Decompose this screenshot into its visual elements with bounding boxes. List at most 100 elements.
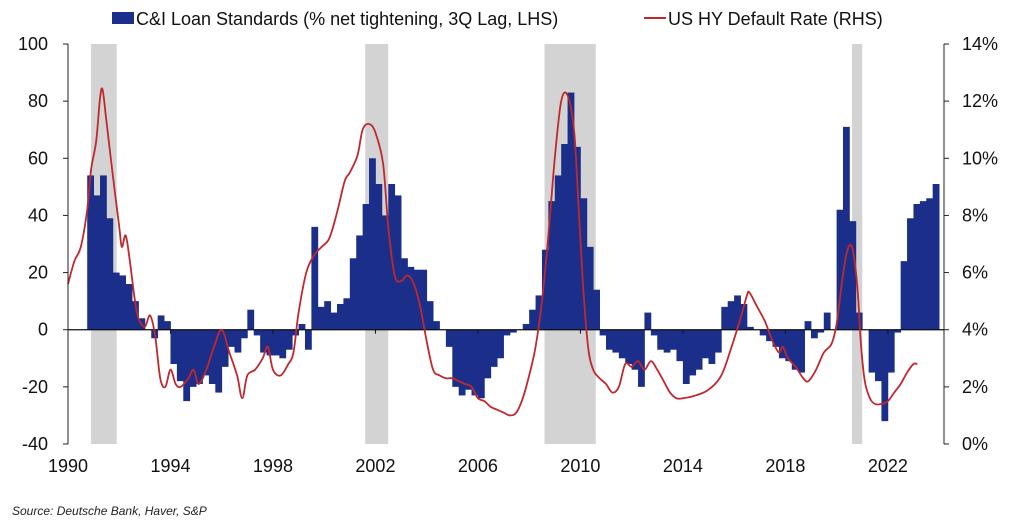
source-note: Source: Deutsche Bank, Haver, S&P [12, 504, 207, 518]
bar [586, 246, 594, 330]
x-tick-label: 2018 [765, 456, 805, 476]
bar [413, 269, 421, 330]
bar [452, 329, 460, 387]
bar [285, 329, 293, 350]
bar [900, 261, 908, 330]
bar [631, 329, 639, 370]
legend-line-label: US HY Default Rate (RHS) [668, 9, 883, 29]
x-tick-label: 2002 [355, 456, 395, 476]
bar [208, 329, 216, 384]
bar [618, 329, 626, 359]
bar [849, 221, 857, 330]
bar [926, 198, 934, 330]
left-tick-label: -40 [22, 434, 48, 454]
bar [189, 329, 197, 387]
bar [638, 329, 645, 387]
bar [298, 324, 306, 330]
bar [682, 329, 690, 384]
bar [702, 329, 709, 359]
x-axis: 1990 1994 1998 2002 2006 2010 2014 2018 2022 [48, 329, 908, 476]
bar [548, 201, 556, 330]
bar [810, 329, 818, 339]
right-tick-label: 14% [962, 34, 998, 54]
bar [695, 329, 703, 370]
bar [420, 269, 428, 330]
bar [509, 329, 517, 333]
bar [484, 329, 492, 379]
bar [221, 329, 229, 367]
bar [932, 184, 940, 330]
bar [567, 92, 575, 330]
bar [477, 329, 485, 399]
bar [157, 315, 165, 330]
bar [362, 204, 370, 330]
bar [759, 329, 767, 336]
bar [112, 272, 120, 330]
bar [778, 329, 786, 359]
bar [823, 312, 831, 330]
bar [772, 329, 780, 347]
right-tick-label: 0% [962, 434, 988, 454]
bar [356, 235, 364, 330]
bar [580, 198, 588, 330]
bar [740, 304, 748, 330]
bar [868, 329, 876, 373]
bar [445, 329, 453, 347]
bar [894, 329, 902, 333]
right-y-axis: 0% 2% 4% 6% 8% 10% 12% 14% [943, 34, 998, 454]
bar [919, 201, 927, 330]
bar [170, 329, 178, 364]
bar [503, 329, 511, 336]
left-tick-label: 100 [18, 34, 48, 54]
bar [708, 329, 716, 364]
x-tick-label: 1990 [48, 456, 88, 476]
x-tick-label: 2010 [560, 456, 600, 476]
bar [304, 329, 312, 350]
bar [228, 329, 235, 347]
left-y-axis: -40 -20 0 20 40 60 80 100 [18, 34, 69, 454]
bar [907, 218, 914, 330]
bar [349, 258, 357, 330]
bar [644, 312, 652, 330]
bar [670, 329, 677, 350]
left-tick-label: 0 [38, 320, 48, 340]
bar [247, 309, 255, 330]
bar [490, 329, 498, 367]
bar [541, 249, 549, 330]
bar [836, 209, 844, 330]
bar [266, 329, 274, 356]
bar [324, 301, 332, 330]
bar [561, 144, 568, 330]
right-tick-label: 8% [962, 205, 988, 225]
bar [650, 329, 658, 336]
bar [465, 329, 472, 390]
bar [676, 329, 684, 362]
bar [471, 329, 479, 396]
bar [330, 312, 338, 330]
bar [183, 329, 191, 402]
left-tick-label: 60 [28, 148, 48, 168]
right-tick-label: 4% [962, 320, 988, 340]
bar [606, 329, 613, 350]
bar [599, 329, 607, 336]
bar [657, 329, 665, 350]
bar [253, 329, 261, 336]
bar [317, 306, 325, 330]
x-tick-label: 2014 [663, 456, 703, 476]
x-tick-label: 2006 [458, 456, 498, 476]
bar [381, 215, 389, 330]
bar [240, 329, 248, 339]
bar [125, 284, 133, 330]
bar [215, 329, 223, 393]
loan-standards-bars [87, 92, 940, 422]
bar [522, 324, 530, 330]
bar [164, 321, 171, 330]
bar [260, 329, 267, 353]
left-tick-label: -20 [22, 377, 48, 397]
right-tick-label: 2% [962, 377, 988, 397]
bar [625, 329, 633, 364]
bar [106, 218, 114, 330]
bar [272, 329, 280, 356]
bar [87, 175, 95, 330]
